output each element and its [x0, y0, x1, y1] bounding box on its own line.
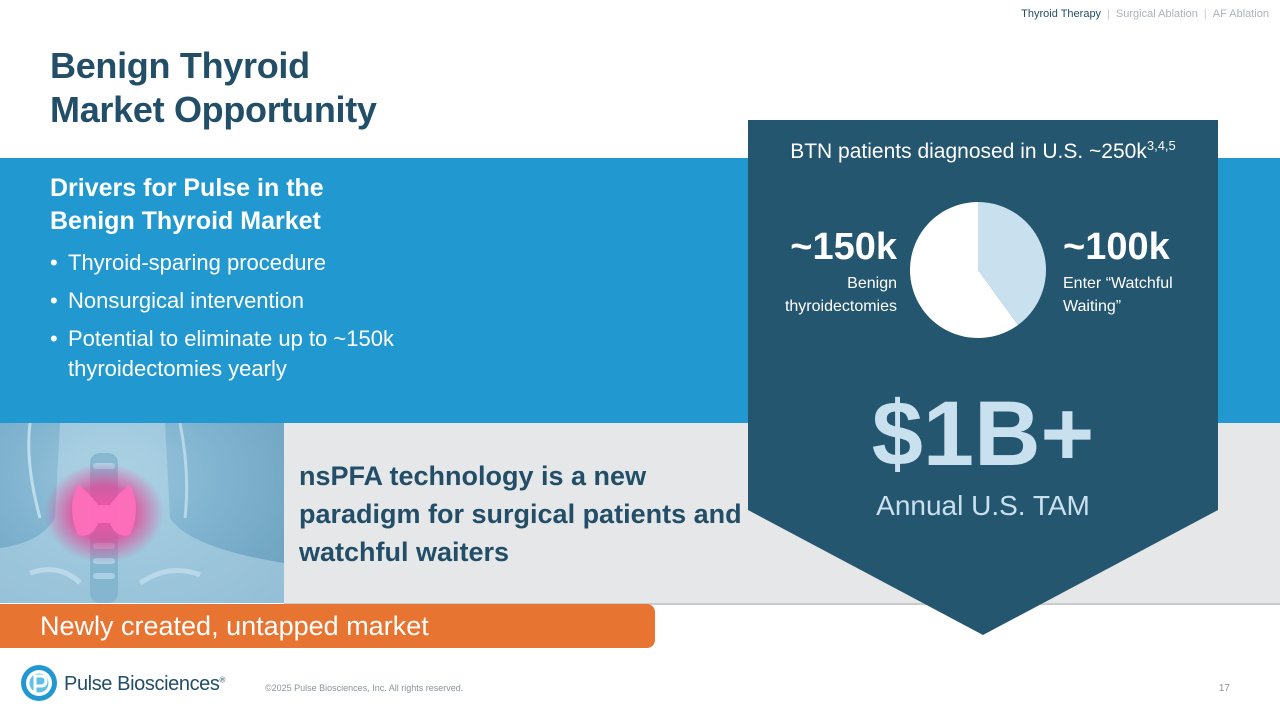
- stat-thyroidectomies: ~150k Benign thyroidectomies: [748, 224, 897, 318]
- drivers-list-item: Nonsurgical intervention: [50, 286, 480, 316]
- divider-line: [284, 603, 1280, 605]
- registered-mark: ®: [219, 675, 226, 685]
- market-title-text: BTN patients diagnosed in U.S. ~250k: [790, 140, 1147, 163]
- tam-value: $1B+: [871, 383, 1095, 485]
- stat-label-line: thyroidectomies: [784, 298, 897, 315]
- drivers-heading: Drivers for Pulse in the Benign Thyroid …: [50, 172, 324, 238]
- nav-separator: |: [1203, 8, 1207, 20]
- nav-item-surgical-ablation[interactable]: Surgical Ablation: [1115, 8, 1198, 20]
- nav-item-af-ablation[interactable]: AF Ablation: [1212, 8, 1269, 20]
- nav-item-thyroid-therapy[interactable]: Thyroid Therapy: [1021, 8, 1102, 20]
- company-logo-text: Pulse Biosciences®: [64, 673, 225, 696]
- stat-label-line: Waiting”: [1063, 298, 1122, 315]
- stat-label-line: Benign: [847, 275, 897, 292]
- stat-value: ~150k: [790, 226, 897, 268]
- page-number: 17: [1218, 683, 1230, 694]
- thyroid-illustration: [0, 423, 284, 603]
- section-nav: Thyroid Therapy | Surgical Ablation | AF Abl…: [1021, 8, 1269, 20]
- drivers-heading-line1: Drivers for Pulse in the: [50, 174, 324, 202]
- nav-separator: |: [1107, 8, 1110, 20]
- pie-slice-1: [910, 202, 1018, 338]
- stat-watchful-waiting: ~100k Enter “Watchful Waiting”: [1063, 224, 1213, 318]
- market-title-footnote: 3,4,5: [1146, 138, 1176, 153]
- slide-title-line1: Benign Thyroid: [50, 45, 310, 86]
- stat-label-line: Enter “Watchful: [1063, 275, 1173, 292]
- tam-label: Annual U.S. TAM: [876, 490, 1090, 521]
- drivers-list: Thyroid-sparing procedure Nonsurgical in…: [50, 248, 480, 392]
- copyright-notice: ©2025 Pulse Biosciences, Inc. All rights…: [265, 683, 464, 693]
- pulse-logo-icon[interactable]: [20, 664, 58, 702]
- slide-title: Benign Thyroid Market Opportunity: [50, 44, 377, 132]
- drivers-heading-line2: Benign Thyroid Market: [50, 207, 321, 235]
- market-panel: [748, 120, 1218, 635]
- stat-label: Benign thyroidectomies: [748, 272, 897, 318]
- drivers-list-item: Potential to eliminate up to ~150k thyro…: [50, 324, 480, 384]
- stat-label: Enter “Watchful Waiting”: [1063, 272, 1213, 318]
- stat-value: ~100k: [1063, 226, 1170, 268]
- company-name: Pulse Biosciences: [64, 673, 220, 695]
- patient-pie-chart: [910, 202, 1046, 338]
- market-title: BTN patients diagnosed in U.S. ~250k3,4,…: [748, 138, 1218, 164]
- callout-banner: [0, 604, 655, 648]
- drivers-list-item: Thyroid-sparing procedure: [50, 248, 480, 278]
- slide-title-line2: Market Opportunity: [50, 89, 377, 130]
- technology-statement: nsPFA technology is a new paradigm for s…: [299, 461, 742, 567]
- callout-banner-text: Newly created, untapped market: [40, 611, 429, 641]
- pie-slice-2: [978, 202, 1046, 326]
